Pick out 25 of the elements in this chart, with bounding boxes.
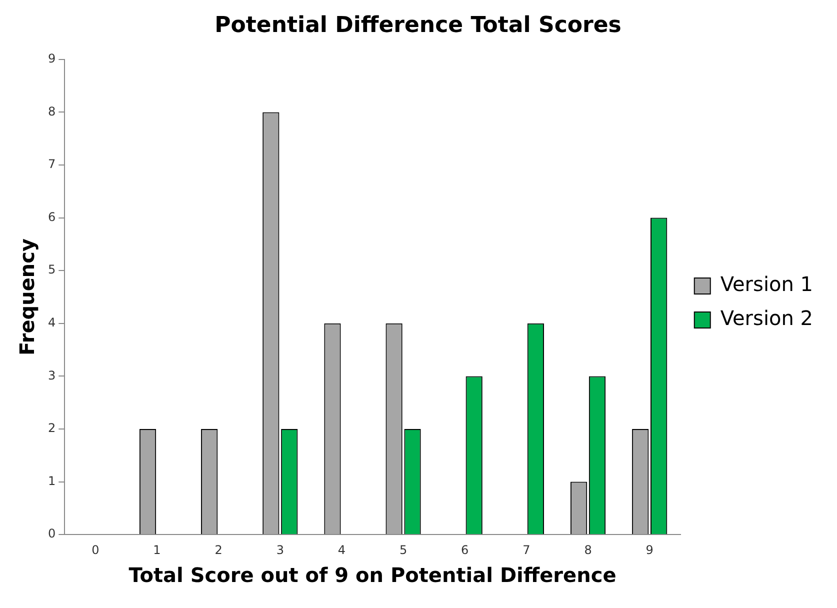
y-tick-label: 1: [48, 474, 56, 488]
x-tick-label: 9: [646, 542, 654, 557]
y-tick-label: 9: [48, 52, 56, 66]
y-axis-title: Frequency: [15, 238, 40, 356]
x-tick-label: 8: [584, 542, 592, 557]
x-tick-label: 5: [399, 542, 408, 557]
x-tick-label: 1: [153, 542, 161, 557]
y-tick-label: 7: [48, 157, 56, 172]
y-tick-label: 0: [48, 526, 56, 541]
legend-label: Version 1: [720, 272, 814, 296]
y-tick-label: 5: [48, 262, 56, 277]
x-tick-label: 2: [214, 542, 222, 557]
legend-label: Version 2: [720, 306, 814, 330]
y-tick-label: 4: [48, 316, 56, 330]
x-tick-label: 0: [92, 542, 100, 557]
y-tick-label: 3: [48, 368, 56, 382]
y-tick-label: 2: [48, 421, 56, 436]
x-axis-title: Total Score out of 9 on Potential Difference: [128, 563, 616, 588]
x-tick-label: 7: [522, 542, 530, 557]
x-tick-label: 6: [461, 542, 469, 557]
y-tick-label: 8: [48, 104, 56, 118]
chart-title: Potential Difference Total Scores: [214, 12, 622, 38]
y-tick-label: 6: [48, 210, 56, 224]
x-tick-label: 4: [338, 542, 346, 557]
x-tick-label: 3: [276, 542, 284, 557]
